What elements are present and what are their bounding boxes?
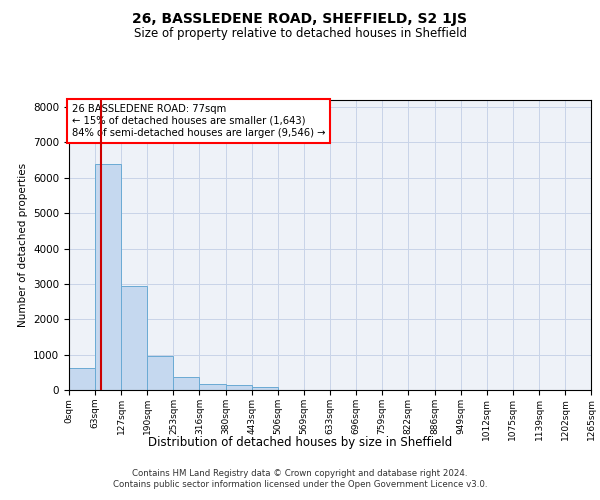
Text: Distribution of detached houses by size in Sheffield: Distribution of detached houses by size … [148,436,452,449]
Text: Contains HM Land Registry data © Crown copyright and database right 2024.: Contains HM Land Registry data © Crown c… [132,468,468,477]
Bar [199,384,226,390]
Bar [226,385,252,390]
Text: Contains public sector information licensed under the Open Government Licence v3: Contains public sector information licen… [113,480,487,489]
Text: 26, BASSLEDENE ROAD, SHEFFIELD, S2 1JS: 26, BASSLEDENE ROAD, SHEFFIELD, S2 1JS [133,12,467,26]
Text: 26 BASSLEDENE ROAD: 77sqm
← 15% of detached houses are smaller (1,643)
84% of se: 26 BASSLEDENE ROAD: 77sqm ← 15% of detac… [71,104,325,138]
Text: Size of property relative to detached houses in Sheffield: Size of property relative to detached ho… [133,28,467,40]
Bar [69,368,95,390]
Bar [148,356,173,390]
Y-axis label: Number of detached properties: Number of detached properties [17,163,28,327]
Bar [121,286,148,390]
Bar [252,387,278,390]
Bar [95,164,121,390]
Bar [173,376,199,390]
